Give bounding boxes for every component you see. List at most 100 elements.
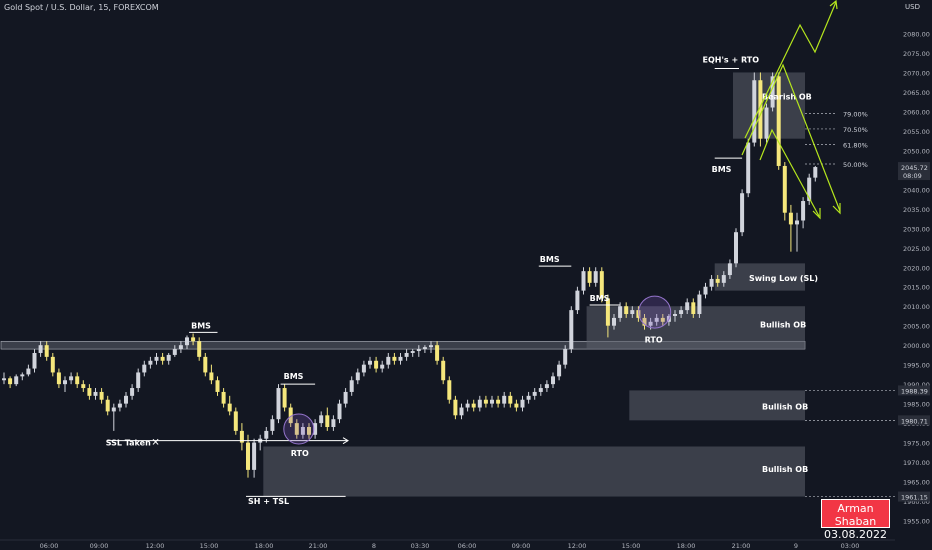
- fib-label: 61.80%: [843, 142, 868, 150]
- price-tick: 2005.00: [903, 323, 930, 331]
- candle-body: [215, 380, 220, 392]
- price-tag: 1980.71: [901, 417, 928, 425]
- fib-label: 70.50%: [843, 126, 868, 134]
- candle-body: [764, 107, 769, 139]
- candle-body: [441, 360, 446, 381]
- candle-body: [111, 407, 116, 412]
- candle-body: [209, 372, 214, 381]
- price-tick: 2025.00: [903, 245, 930, 253]
- candle-body: [239, 430, 244, 443]
- candle-body: [447, 380, 452, 400]
- candle-body: [331, 419, 336, 428]
- candle-body: [727, 263, 732, 276]
- time-tick: 03:00: [841, 542, 860, 550]
- candle-body: [160, 356, 165, 361]
- zone-box: [586, 306, 805, 350]
- bullish-ob-label: Bullish OB: [762, 465, 808, 474]
- candle-body: [618, 306, 623, 318]
- candle-body: [172, 349, 177, 355]
- candle-body: [99, 391, 104, 400]
- candle-body: [551, 376, 555, 385]
- candle-body: [136, 372, 141, 389]
- candle-body: [56, 372, 61, 385]
- author-badge: Arman Shaban 03.08.2022: [821, 499, 890, 541]
- time-tick: 18:00: [255, 542, 274, 550]
- candle-body: [612, 317, 616, 326]
- arrow-head: [832, 203, 841, 215]
- candle-body: [63, 380, 67, 385]
- symbol-title: Gold Spot / U.S. Dollar, 15, FOREXCOM: [4, 3, 159, 12]
- fib-label: 50.00%: [843, 161, 868, 169]
- rto-circle: [638, 295, 672, 329]
- time-tick: 21:00: [732, 542, 751, 550]
- price-tick: 2075.00: [903, 50, 930, 58]
- bms-label: BMS: [590, 294, 610, 303]
- candle-body: [270, 419, 275, 431]
- candle-body: [185, 337, 189, 346]
- price-tick: 2020.00: [903, 264, 930, 272]
- price-tick: 2080.00: [903, 30, 930, 38]
- candle-body: [709, 278, 714, 287]
- candle-body: [514, 403, 519, 408]
- price-tag-bg: [898, 491, 930, 502]
- candle-body: [38, 345, 43, 353]
- candle-body: [685, 302, 690, 311]
- candle-body: [795, 220, 799, 225]
- annotations-layer: 79.00% 70.50% 61.80% 50.00% BMS BMS BMS BMS BMS S…: [106, 0, 895, 506]
- ssl-taken-label: SSL Taken: [106, 438, 151, 447]
- candle-body: [380, 364, 385, 369]
- candle-body: [691, 302, 696, 315]
- candle-body: [532, 391, 537, 396]
- candle-body: [490, 399, 494, 404]
- candle-body: [782, 165, 787, 213]
- price-tag: 1988.39: [901, 387, 928, 395]
- time-axis[interactable]: 06:00 09:00 12:00 15:00 18:00 21:00 8 03:30 06:0…: [0, 539, 895, 550]
- zone-box: [629, 390, 805, 421]
- countdown-tag: 08:09: [903, 172, 922, 180]
- candle-body: [575, 290, 580, 311]
- price-tick: 2030.00: [903, 225, 930, 233]
- candle-body: [349, 380, 354, 392]
- candle-body: [142, 364, 147, 373]
- candle-body: [734, 232, 738, 264]
- time-tick: 12:00: [146, 542, 165, 550]
- candle-body: [740, 193, 745, 233]
- candle-body: [703, 286, 708, 295]
- candle-body: [581, 271, 586, 291]
- candle-body: [587, 271, 592, 283]
- candle-body: [630, 310, 635, 315]
- time-tick: 06:00: [40, 542, 59, 550]
- candle-body: [300, 427, 305, 435]
- candle-body: [544, 384, 549, 389]
- price-tick: 2050.00: [903, 147, 930, 155]
- candle-body: [8, 378, 13, 385]
- price-tick: 2060.00: [903, 108, 930, 116]
- price-tag-bg: [898, 415, 930, 426]
- candle-body: [435, 345, 440, 361]
- candle-body: [807, 177, 812, 202]
- candle-body: [788, 212, 793, 225]
- price-tick: 1990.00: [903, 381, 930, 389]
- price-tick: 1985.00: [903, 401, 930, 409]
- candle-body: [483, 399, 488, 404]
- candle-body: [319, 415, 324, 424]
- candle-body: [642, 317, 647, 326]
- candle-body: [26, 368, 31, 375]
- candle-body: [673, 314, 677, 316]
- candle-body: [599, 271, 604, 299]
- projection-down-arrow: [759, 128, 820, 217]
- price-tick: 2000.00: [903, 342, 930, 350]
- candle-body: [526, 395, 531, 400]
- candle-body: [361, 364, 366, 373]
- currency-label: USD: [905, 3, 920, 11]
- candle-body: [593, 271, 598, 283]
- candle-body: [252, 442, 257, 470]
- candle-body: [801, 201, 806, 221]
- price-axis[interactable]: 1955.00 1960.00 1965.00 1970.00 1975.00 1980.…: [895, 0, 932, 550]
- candle-body: [282, 388, 287, 408]
- candle-body: [624, 306, 629, 315]
- price-tick: 2055.00: [903, 128, 930, 136]
- price-tick: 1995.00: [903, 362, 930, 370]
- candle-body: [429, 345, 433, 348]
- eqh-label: EQH's + RTO: [703, 56, 760, 65]
